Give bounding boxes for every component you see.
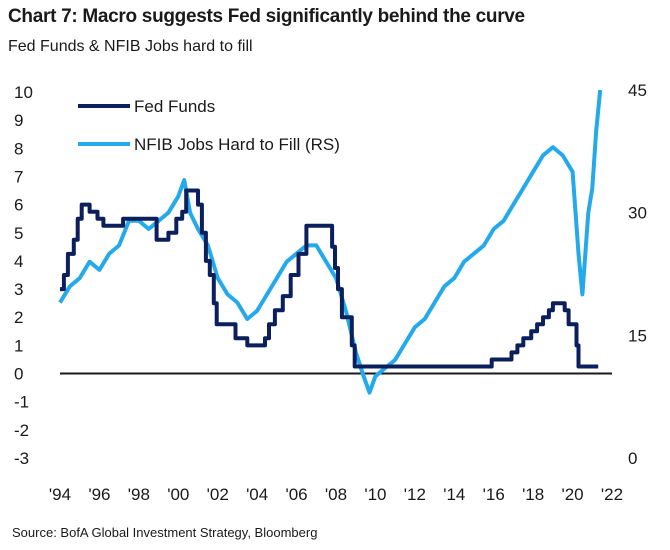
x-tick-label: '02 xyxy=(207,485,229,504)
left-tick-label: 2 xyxy=(14,308,23,327)
legend-label-nfib: NFIB Jobs Hard to Fill (RS) xyxy=(134,135,340,154)
x-tick-label: '94 xyxy=(49,485,71,504)
x-tick-label: '96 xyxy=(88,485,110,504)
x-tick-label: '00 xyxy=(167,485,189,504)
x-tick-label: '04 xyxy=(246,485,268,504)
x-tick-label: '16 xyxy=(483,485,505,504)
right-tick-label: 0 xyxy=(628,449,637,468)
legend-label-fed-funds: Fed Funds xyxy=(134,97,215,116)
left-tick-label: -1 xyxy=(14,393,29,412)
x-tick-label: '14 xyxy=(443,485,465,504)
left-tick-label: -3 xyxy=(14,449,29,468)
right-tick-label: 45 xyxy=(628,81,647,100)
x-tick-label: '98 xyxy=(128,485,150,504)
x-tick-label: '06 xyxy=(285,485,307,504)
x-tick-label: '18 xyxy=(522,485,544,504)
left-tick-label: 10 xyxy=(14,83,33,102)
legend: Fed Funds NFIB Jobs Hard to Fill (RS) xyxy=(78,97,340,154)
left-tick-label: 3 xyxy=(14,280,23,299)
x-tick-label: '12 xyxy=(404,485,426,504)
right-tick-label: 15 xyxy=(628,326,647,345)
left-tick-label: -2 xyxy=(14,421,29,440)
left-tick-label: 0 xyxy=(14,365,23,384)
left-tick-label: 5 xyxy=(14,224,23,243)
series-line-fed-funds xyxy=(60,188,599,369)
left-tick-label: 8 xyxy=(14,139,23,158)
x-tick-label: '10 xyxy=(364,485,386,504)
right-tick-label: 30 xyxy=(628,204,647,223)
left-tick-label: 6 xyxy=(14,196,23,215)
x-tick-label: '08 xyxy=(325,485,347,504)
x-axis-ticks: '94 '96 '98 '00 '02 '04 '06 '08 '10 '12 '14 '16 '18 '… xyxy=(49,485,623,504)
left-tick-label: 4 xyxy=(14,252,23,271)
right-axis-ticks: 45 30 15 0 xyxy=(628,81,647,468)
left-tick-label: 7 xyxy=(14,167,23,186)
left-tick-label: 9 xyxy=(14,111,23,130)
chart-source: Source: BofA Global Investment Strategy,… xyxy=(12,525,318,540)
left-tick-label: 1 xyxy=(14,336,23,355)
x-tick-label: '22 xyxy=(601,485,623,504)
x-tick-label: '20 xyxy=(561,485,583,504)
chart-title: Chart 7: Macro suggests Fed significantl… xyxy=(8,6,525,27)
chart-subtitle: Fed Funds & NFIB Jobs hard to fill xyxy=(8,38,253,55)
